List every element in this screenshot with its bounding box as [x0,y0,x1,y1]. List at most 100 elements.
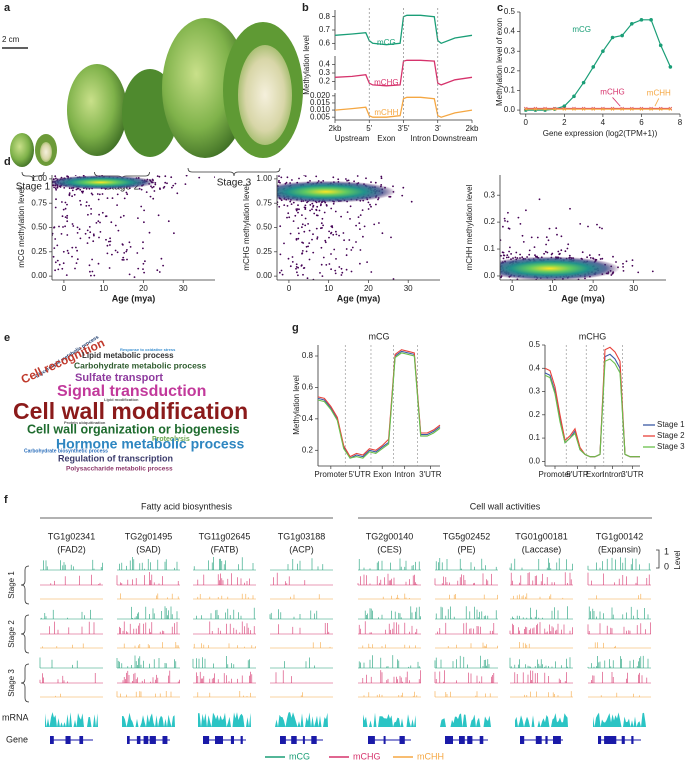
panel-label: f [4,494,8,506]
gene-id: TG11g02645 [199,531,251,541]
density-dot [71,255,73,258]
density-dot [87,213,89,216]
density-dot [66,203,68,206]
density-dot [349,218,351,220]
exon [302,736,305,744]
methylation-track [270,692,333,698]
density-dot [126,249,128,251]
density-dot [543,252,545,255]
mrna-coverage [440,713,493,727]
density-dot [88,264,91,267]
density-dot [98,236,100,239]
methylation-track [510,572,573,586]
methylation-track [193,557,256,571]
density-dot [304,204,307,207]
y-tick-label: 0.3 [319,68,331,77]
density-dot [334,272,337,275]
mrna-coverage [122,712,175,727]
annotation-arrow [612,97,621,107]
marker [668,65,673,69]
density-dot [53,247,56,250]
y-tick-label: 0.2 [319,77,331,86]
density-dot [294,214,297,217]
density-dot [338,234,340,237]
density-dot [302,273,304,276]
series-label: mCHG [374,78,398,87]
density-dot [355,224,357,227]
density-dot [390,236,392,239]
density-dot [548,227,551,230]
density-dot [375,203,377,206]
density-dot [288,216,291,219]
density-dot [89,231,92,234]
methylation-track [357,573,421,586]
x-tick-label: 2kb [329,124,342,133]
methylation-track [509,657,573,669]
methylation-track [116,655,180,669]
word: Cell wall modification [13,398,248,424]
density-dot [76,232,79,234]
y-tick-label: 0.75 [31,198,47,207]
density-dot [332,202,335,205]
density-dot [286,216,288,219]
x-tick-label: Promoter [314,470,347,479]
density-dot [173,232,175,235]
density-dot [318,209,321,212]
y-tick-label: 0.1 [504,86,516,95]
word: Proteolysis [152,436,190,443]
marker [601,49,605,54]
exon [291,736,297,744]
density-dot [294,287,296,289]
density-dot [129,246,132,248]
density-dot [508,250,510,253]
density-dot [502,225,504,228]
density-dot [280,269,283,272]
density-dot [123,252,126,254]
scale-bar-label: 2 cm [2,35,20,44]
annotation-arrow [654,98,660,107]
line [317,349,441,458]
density-dot [312,233,314,236]
methylation-track [358,643,421,649]
x-tick-label: 10 [548,284,557,293]
density-dot [108,240,110,243]
density-dot [64,207,67,210]
methylation-track [270,657,333,669]
exon [143,736,149,744]
legend-label: mCHH [417,751,444,761]
exon [459,736,465,744]
density-dot [350,249,353,251]
methylation-track [509,558,573,571]
density-dot [505,256,508,259]
exon [631,736,634,744]
density-dot [85,205,88,207]
density-dot [144,260,146,263]
methylation-track [434,670,498,684]
level-bar [656,549,660,569]
brace [20,614,30,654]
marker [562,104,567,108]
density-dot [625,260,628,263]
density-dot [359,214,362,217]
y-tick-label: 0.020 [310,91,331,100]
density-dot [106,244,109,247]
density-dot [308,258,311,261]
density-dot [297,274,299,277]
marker [562,107,567,111]
density-dot [136,252,139,254]
density-dot [142,247,144,250]
density-dot [502,251,505,254]
mrna-coverage [45,712,98,727]
density-dot [533,246,536,249]
density-dot [198,176,201,179]
marker [572,94,576,99]
density-dot [581,251,584,254]
density-dot [164,181,167,184]
density-dot [143,271,146,274]
row-label: mRNA [2,712,29,722]
x-tick-label: 10 [99,284,108,293]
density-dot [58,263,61,266]
density-dot [303,175,305,176]
density-dot [330,268,332,271]
density-dot [99,231,102,233]
